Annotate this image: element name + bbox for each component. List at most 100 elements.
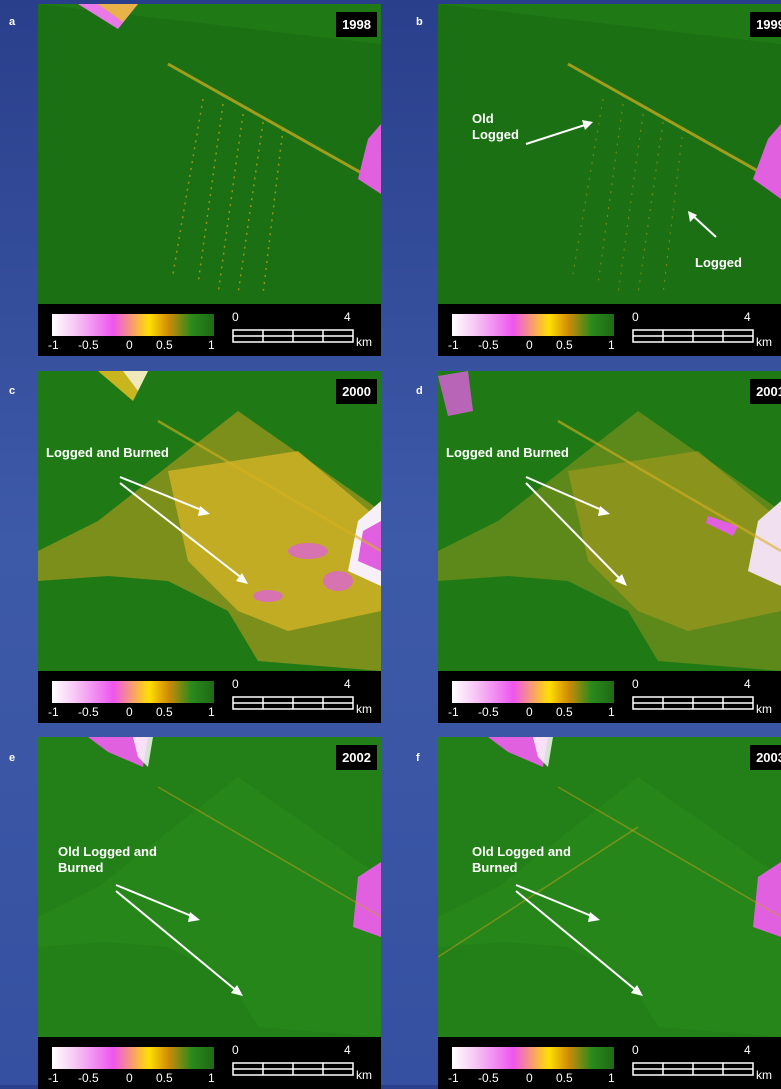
colorbar-tick: 1 <box>208 705 215 719</box>
scale-start: 0 <box>632 310 639 324</box>
year-badge: 1999 <box>750 12 781 37</box>
colorbar-tick: 1 <box>208 338 215 352</box>
colorbar-tick: -1 <box>48 338 59 352</box>
panel-a: 1998 -1 -0.5 0 0.5 1 0 4 km <box>38 4 381 356</box>
scale-bar <box>232 329 354 343</box>
satellite-image-1999 <box>438 4 781 304</box>
scale-unit: km <box>756 702 772 716</box>
scale-end: 4 <box>744 1043 751 1057</box>
legend-bar: -1 -0.5 0 0.5 1 0 4 km <box>38 671 381 723</box>
colorbar-tick: 0.5 <box>156 1071 173 1085</box>
scale-end: 4 <box>344 310 351 324</box>
panel-e: 2002 Old Logged and Burned -1 -0.5 0 0.5… <box>38 737 381 1089</box>
colorbar-tick: -0.5 <box>78 705 99 719</box>
ndfi-colorbar <box>452 314 614 336</box>
colorbar-tick: 1 <box>208 1071 215 1085</box>
scale-end: 4 <box>744 310 751 324</box>
scale-unit: km <box>756 335 772 349</box>
scale-unit: km <box>756 1068 772 1082</box>
satellite-image-2002 <box>38 737 381 1037</box>
legend-bar: -1 -0.5 0 0.5 1 0 4 km <box>438 1037 781 1089</box>
scale-end: 4 <box>344 677 351 691</box>
colorbar-tick: 0 <box>526 338 533 352</box>
colorbar-tick: -0.5 <box>78 1071 99 1085</box>
annotation-arrows <box>525 120 717 238</box>
annotation-logged-burned: Logged and Burned <box>446 445 569 460</box>
ndfi-colorbar <box>52 314 214 336</box>
legend-bar: -1 -0.5 0 0.5 1 0 4 km <box>38 1037 381 1089</box>
year-badge: 1998 <box>336 12 377 37</box>
satellite-image-2000 <box>38 371 381 671</box>
ndfi-colorbar <box>452 1047 614 1069</box>
scale-start: 0 <box>232 1043 239 1057</box>
legend-bar: -1 -0.5 0 0.5 1 0 4 km <box>438 304 781 356</box>
colorbar-tick: 1 <box>608 1071 615 1085</box>
scale-start: 0 <box>232 677 239 691</box>
annotation-arrows <box>525 476 627 586</box>
annotation-old-logged-burned: Old Logged and Burned <box>472 844 571 875</box>
colorbar-tick: 0.5 <box>556 1071 573 1085</box>
panel-letter-b: b <box>416 16 423 28</box>
panel-letter-a: a <box>9 16 16 28</box>
colorbar-tick: 0 <box>126 705 133 719</box>
colorbar-tick: -1 <box>448 1071 459 1085</box>
scale-bar <box>232 696 354 710</box>
annotation-arrows <box>515 884 643 996</box>
colorbar-tick: 0 <box>526 1071 533 1085</box>
satellite-image-2001 <box>438 371 781 671</box>
annotation-old-logged-burned: Old Logged and Burned <box>58 844 157 875</box>
satellite-image-2003 <box>438 737 781 1037</box>
colorbar-tick: -1 <box>48 1071 59 1085</box>
panel-b: 1999 Old Logged Logged -1 -0.5 0 0.5 1 0… <box>438 4 781 356</box>
scale-unit: km <box>356 335 372 349</box>
scale-bar <box>632 696 754 710</box>
annotation-arrows <box>119 476 248 584</box>
colorbar-tick: -0.5 <box>478 705 499 719</box>
annotation-logged: Logged <box>695 255 742 270</box>
legend-bar: -1 -0.5 0 0.5 1 0 4 km <box>38 304 381 356</box>
colorbar-tick: -1 <box>448 338 459 352</box>
ndfi-colorbar <box>52 1047 214 1069</box>
year-badge: 2001 <box>750 379 781 404</box>
panel-c: 2000 Logged and Burned -1 -0.5 0 0.5 1 0… <box>38 371 381 723</box>
ndfi-colorbar <box>52 681 214 703</box>
colorbar-tick: 1 <box>608 338 615 352</box>
panel-letter-f: f <box>416 752 420 764</box>
colorbar-tick: 0.5 <box>156 338 173 352</box>
panel-f: 2003 Old Logged and Burned -1 -0.5 0 0.5… <box>438 737 781 1089</box>
scale-end: 4 <box>344 1043 351 1057</box>
colorbar-tick: 0.5 <box>556 705 573 719</box>
colorbar-tick: 0 <box>526 705 533 719</box>
scale-start: 0 <box>232 310 239 324</box>
colorbar-tick: 0 <box>126 1071 133 1085</box>
legend-bar: -1 -0.5 0 0.5 1 0 4 km <box>438 671 781 723</box>
year-badge: 2000 <box>336 379 377 404</box>
panel-letter-c: c <box>9 385 16 397</box>
annotation-logged-burned: Logged and Burned <box>46 445 169 460</box>
panel-letter-d: d <box>416 385 423 397</box>
panel-letter-e: e <box>9 752 16 764</box>
scale-start: 0 <box>632 1043 639 1057</box>
scale-start: 0 <box>632 677 639 691</box>
colorbar-tick: 0.5 <box>156 705 173 719</box>
scale-bar <box>632 329 754 343</box>
colorbar-tick: 1 <box>608 705 615 719</box>
colorbar-tick: -1 <box>48 705 59 719</box>
annotation-old-logged: Old Logged <box>472 111 519 142</box>
satellite-image-1998 <box>38 4 381 304</box>
scale-bar <box>632 1062 754 1076</box>
colorbar-tick: -0.5 <box>478 1071 499 1085</box>
scale-end: 4 <box>744 677 751 691</box>
colorbar-tick: 0 <box>126 338 133 352</box>
panel-d: 2001 Logged and Burned -1 -0.5 0 0.5 1 0… <box>438 371 781 723</box>
colorbar-tick: -0.5 <box>478 338 499 352</box>
colorbar-tick: -0.5 <box>78 338 99 352</box>
year-badge: 2002 <box>336 745 377 770</box>
ndfi-colorbar <box>452 681 614 703</box>
colorbar-tick: 0.5 <box>556 338 573 352</box>
scale-unit: km <box>356 702 372 716</box>
year-badge: 2003 <box>750 745 781 770</box>
scale-bar <box>232 1062 354 1076</box>
annotation-arrows <box>115 884 243 996</box>
colorbar-tick: -1 <box>448 705 459 719</box>
